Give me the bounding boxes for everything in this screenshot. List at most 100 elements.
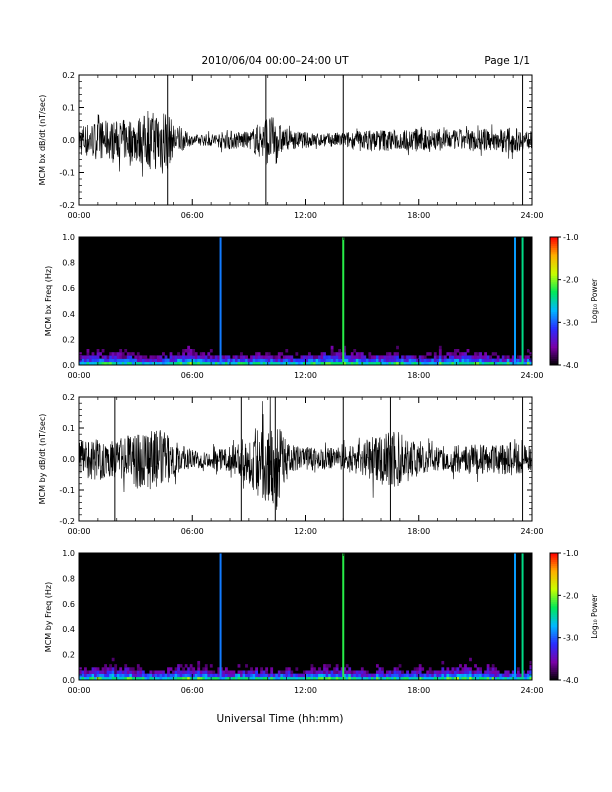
spectrogram-cell (471, 361, 475, 365)
spectrogram-cell (277, 361, 281, 365)
colorbar-step (550, 646, 558, 649)
spectrogram-cell (136, 673, 140, 678)
colorbar-tick-label: -2.0 (563, 591, 579, 600)
spectrogram-cell (257, 673, 261, 678)
spectrogram-cell (290, 361, 294, 365)
spectrogram-cell (413, 358, 417, 363)
spectrogram-cell (227, 361, 231, 365)
spectrogram-cell (86, 358, 90, 363)
spectrogram-cell (287, 673, 291, 678)
colorbar-step (550, 582, 558, 586)
spectrogram-cell (338, 352, 342, 356)
spectrogram-cell (252, 355, 256, 359)
spectrogram-cell (300, 358, 304, 363)
spectrogram-cell (242, 361, 246, 365)
spectrogram-cell (401, 361, 404, 365)
spectrogram-cell (302, 358, 306, 363)
spectrogram-cell (438, 676, 442, 680)
spectrogram-cell (328, 670, 331, 674)
xtick-label: 18:00 (407, 211, 430, 220)
spectrogram-cell (416, 361, 420, 365)
spectrogram-cell (433, 670, 437, 674)
spectrogram-cell (391, 670, 394, 674)
spectrogram-cell (320, 673, 324, 678)
colorbar-step (550, 318, 558, 321)
spectrogram-cell (162, 361, 165, 365)
spectrogram-cell (245, 664, 248, 668)
spectrogram-cell (199, 676, 203, 680)
spectrogram-cell (129, 352, 133, 356)
spectrogram-cell (104, 361, 107, 365)
spectrogram-cell (192, 673, 196, 678)
spectrogram-cell (494, 676, 498, 680)
spectrogram-cell (388, 670, 392, 674)
spectrogram-cell (280, 670, 284, 674)
spectrogram-cell (212, 355, 216, 359)
spectrogram-cell (519, 673, 523, 678)
spectrogram-cell (486, 667, 490, 671)
spectrogram-cell (431, 676, 435, 680)
spectrogram-cell (270, 358, 274, 363)
spectrogram-cell (177, 667, 180, 671)
colorbar-step (550, 656, 558, 660)
spectrogram-cell (370, 673, 374, 678)
spectrogram-cell (295, 361, 299, 365)
spectrogram-cell (393, 355, 397, 359)
spectrogram-cell (157, 355, 160, 359)
colorbar-step (550, 608, 558, 611)
spectrogram-cell (318, 358, 321, 363)
spectrogram-cell (320, 361, 324, 365)
spectrogram-cell (348, 358, 352, 363)
spectrogram-cell (119, 361, 123, 365)
spectrogram-cell (413, 676, 417, 680)
spectrogram-cell (423, 361, 427, 365)
spectrogram-cell (199, 361, 203, 365)
spectrogram-cell (91, 358, 95, 363)
spectrogram-cell (237, 673, 241, 678)
by-freq-plot-area (79, 553, 532, 680)
spectrogram-cell (333, 670, 336, 674)
spectrogram-cell (192, 670, 196, 674)
spectrogram-cell (222, 676, 226, 680)
spectrogram-cell (486, 361, 490, 365)
spectrogram-cell (159, 670, 163, 674)
spectrogram-cell (499, 361, 503, 365)
spectrogram-cell (162, 358, 165, 363)
colorbar-step (550, 241, 558, 244)
colorbar-step (550, 603, 558, 607)
spectrogram-cell (116, 670, 120, 674)
spectrogram-cell (227, 673, 231, 678)
spectrogram-cell (126, 670, 130, 674)
spectrogram-cell (484, 352, 487, 356)
colorbar-step (550, 578, 558, 581)
spectrogram-cell (469, 673, 472, 678)
spectrogram-cell (159, 361, 163, 365)
spectrogram-cell (438, 673, 442, 678)
spectrogram-cell (174, 670, 178, 674)
spectrogram-cell (396, 352, 399, 356)
spectrogram-cell (438, 355, 442, 359)
spectrogram-cell (383, 355, 387, 359)
spectrogram-cell (456, 358, 460, 363)
spectrogram-cell (204, 361, 208, 365)
spectrogram-cell (187, 670, 191, 674)
spectrogram-cell (114, 361, 118, 365)
spectrogram-cell (124, 358, 128, 363)
xtick-label: 06:00 (181, 527, 204, 536)
spectrogram-cell (313, 673, 316, 678)
spectrogram-cell (134, 673, 138, 678)
spectrogram-cell (323, 358, 326, 363)
spectrogram-cell (116, 673, 120, 678)
spectrogram-cell (285, 349, 289, 353)
spectrogram-cell (421, 676, 425, 680)
spectrogram-cell (146, 358, 150, 363)
spectrogram-cell (418, 355, 422, 359)
spectrogram-cell (441, 358, 445, 363)
spectrogram-cell (285, 673, 289, 678)
spectrogram-cell (466, 361, 470, 365)
ytick-label: -0.2 (59, 201, 75, 210)
spectrogram-cell (343, 352, 347, 356)
spectrogram-cell (129, 673, 133, 678)
spectrogram-cell (469, 361, 472, 365)
spectrogram-cell (99, 361, 102, 365)
